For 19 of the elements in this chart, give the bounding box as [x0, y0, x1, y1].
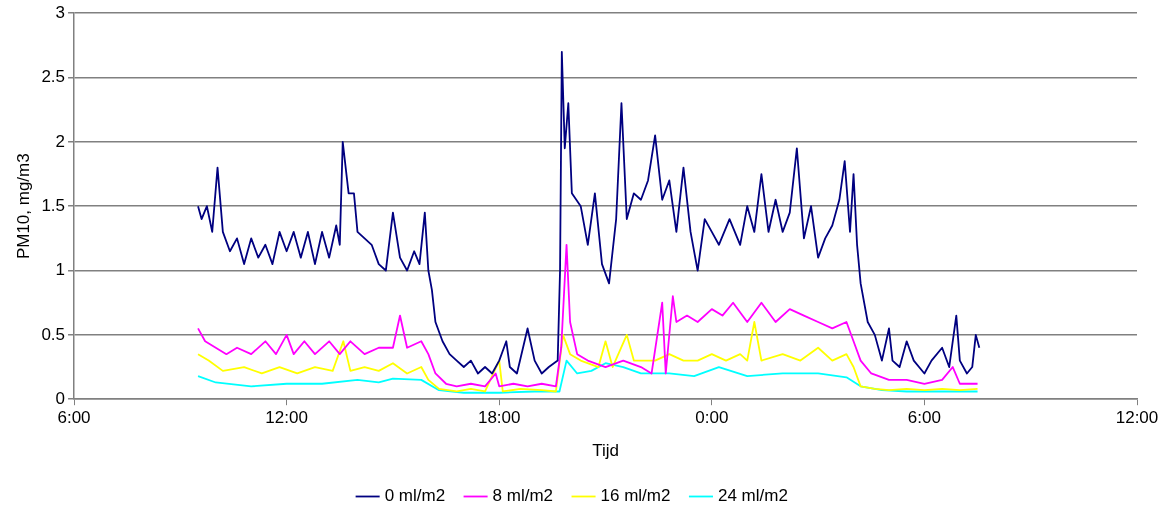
x-axis-title: Tijd: [592, 441, 619, 461]
y-tick-label: 2.5: [41, 67, 66, 87]
y-tick-label: 1.5: [41, 195, 66, 215]
x-tick-label: 12:00: [265, 408, 308, 428]
x-tick-label: 6:00: [907, 408, 941, 428]
legend-label: 8 ml/m2: [492, 486, 554, 506]
legend-label: 0 ml/m2: [384, 486, 446, 506]
y-tick-label: 1: [55, 260, 66, 280]
legend-label: 16 ml/m2: [600, 486, 671, 506]
y-tick-label: 2: [55, 131, 66, 151]
y-tick-label: 3: [55, 2, 66, 22]
x-tick-label: 18:00: [477, 408, 521, 428]
x-tick-label: 0:00: [695, 408, 729, 428]
y-axis-title: PM10, mg/m3: [13, 153, 33, 260]
legend-label: 24 ml/m2: [717, 486, 788, 506]
y-tick-label: 0.5: [41, 324, 66, 344]
x-tick-label: 12:00: [1115, 408, 1159, 428]
x-tick-label: 6:00: [57, 408, 91, 428]
y-tick-label: 0: [55, 388, 66, 408]
